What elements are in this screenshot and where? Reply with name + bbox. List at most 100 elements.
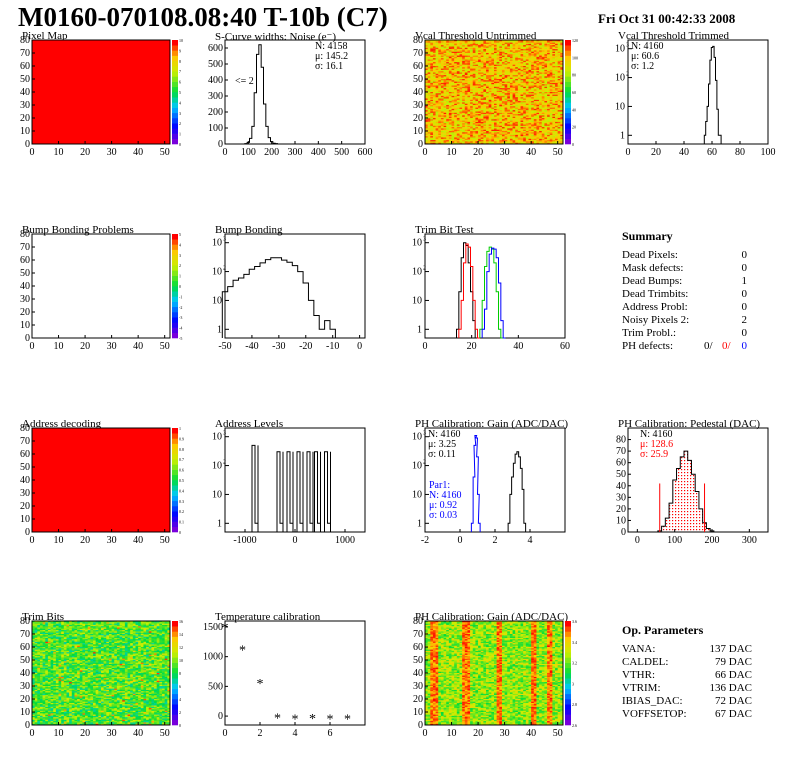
heatmap-cell [512,134,516,137]
heatmap-cell [456,138,460,141]
heatmap-cell [472,82,476,85]
heatmap-cell [557,119,561,121]
heatmap-cell [470,86,474,89]
heatmap-cell [464,45,468,47]
heatmap-cell [515,71,519,73]
heatmap-cell [533,116,537,119]
heatmap-cell [486,125,489,128]
heatmap-cell [557,67,561,69]
heatmap-cell [438,120,442,123]
heatmap-cell [539,49,543,51]
heatmap-cell [440,76,444,78]
heatmap-cell [499,43,503,46]
heatmap-cell [486,67,489,69]
heatmap-cell [432,95,436,98]
heatmap-cell [459,134,463,137]
heatmap-cell [464,127,468,129]
heatmap-cell [547,116,551,119]
heatmap-cell [448,124,452,127]
heatmap-cell [536,94,540,97]
heatmap-cell [448,132,452,134]
heatmap-cell [440,71,444,73]
heatmap-cell [501,79,505,81]
heatmap-cell [462,106,466,108]
heatmap-cell [37,645,41,648]
heatmap-cell [533,51,537,54]
heatmap-cell [443,59,447,62]
heatmap-cell [560,79,564,81]
heatmap-cell [491,124,495,127]
palette-swatch [172,286,178,292]
annotation-label: <= 2 [235,76,254,87]
palette-swatch [565,71,571,77]
heatmap-cell [37,631,41,633]
heatmap-cell [456,129,460,132]
heatmap-cell [520,45,524,47]
heatmap-cell [491,102,495,104]
heatmap-cell [425,59,428,62]
heatmap-cell [512,51,516,54]
heatmap-cell [425,125,428,128]
heatmap-cell [501,81,505,84]
heatmap-cell [523,124,527,127]
heatmap-cell [517,73,521,76]
heatmap-cell [525,124,529,127]
heatmap-cell [462,86,466,89]
heatmap-cell [467,103,471,106]
heatmap-cell [552,89,556,91]
heatmap-cell [541,98,545,101]
heatmap-cell [501,41,505,43]
y-tick-label: 1 [620,130,625,141]
heatmap-cell [512,50,516,52]
heatmap-cell [520,106,524,108]
heatmap-cell [39,671,43,674]
heatmap-cell [435,140,439,142]
heatmap-cell [504,68,508,71]
heatmap-cell [440,53,444,55]
heatmap-cell [475,69,479,72]
heatmap-cell [475,101,479,103]
heatmap-cell [32,702,35,705]
heatmap-cell [533,81,537,84]
heatmap-cell [435,133,439,136]
heatmap-cell [448,40,452,42]
heatmap-cell [454,41,458,43]
heatmap-cell [448,50,452,52]
heatmap-cell [552,49,556,51]
heatmap-cell [560,116,564,119]
heatmap-cell [499,111,503,114]
heatmap-cell [427,41,431,43]
heatmap-cell [507,75,511,77]
heatmap-cell [475,75,479,77]
heatmap-cell [560,108,564,111]
heatmap-cell [533,77,537,80]
heatmap-cell [440,119,444,121]
heatmap-cell [486,75,489,77]
heatmap-cell [504,111,508,114]
heatmap-cell [557,94,561,97]
heatmap-cell [552,95,556,98]
heatmap-cell [456,47,460,50]
heatmap-fill [32,428,170,532]
heatmap-cell [483,88,487,90]
heatmap-cell [32,656,35,658]
heatmap-cell [470,46,474,49]
heatmap-cell [430,106,434,108]
heatmap-cell [496,40,500,42]
heatmap-cell [430,128,434,130]
palette-swatch [565,107,571,114]
heatmap-cell [472,102,476,104]
heatmap-cell [438,71,442,73]
heatmap-cell [451,64,455,67]
heatmap-cell [470,128,474,130]
heatmap-cell [499,86,503,89]
heatmap-cell [467,111,471,114]
heatmap-cell [446,101,450,103]
heatmap-cell [539,47,543,50]
heatmap-cell [517,103,521,106]
heatmap-cell [494,51,497,54]
heatmap-cell [448,90,452,93]
heatmap-cell [446,98,450,101]
heatmap-cell [557,101,561,103]
heatmap-cell [507,63,511,65]
